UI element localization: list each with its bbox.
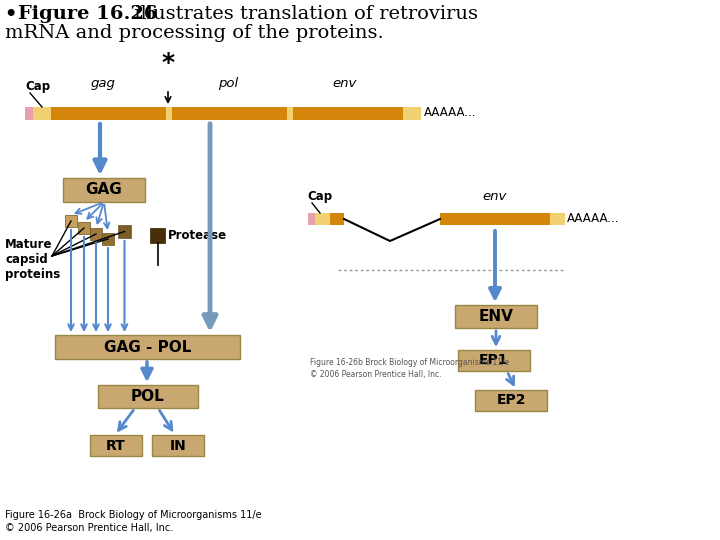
Bar xyxy=(90,435,142,456)
Text: illustrates translation of retrovirus: illustrates translation of retrovirus xyxy=(128,5,478,23)
Bar xyxy=(440,213,550,225)
Bar xyxy=(150,228,165,243)
Text: env: env xyxy=(333,77,357,90)
Text: gag: gag xyxy=(91,77,115,90)
Bar xyxy=(172,107,287,120)
Bar xyxy=(55,335,240,359)
Text: Cap: Cap xyxy=(25,80,50,93)
Bar xyxy=(63,178,145,202)
Text: RT: RT xyxy=(106,438,126,453)
Bar xyxy=(51,107,166,120)
Text: mRNA and processing of the proteins.: mRNA and processing of the proteins. xyxy=(5,24,384,42)
Bar xyxy=(293,107,403,120)
Text: Figure 16-26a  Brock Biology of Microorganisms 11/e
© 2006 Pearson Prentice Hall: Figure 16-26a Brock Biology of Microorga… xyxy=(5,510,261,533)
Bar xyxy=(90,228,102,240)
Text: IN: IN xyxy=(170,438,186,453)
Bar xyxy=(152,435,204,456)
Text: Figure 16.26: Figure 16.26 xyxy=(18,5,158,23)
Text: AAAAA...: AAAAA... xyxy=(567,213,619,226)
Bar xyxy=(98,385,198,408)
Text: Protease: Protease xyxy=(168,229,227,242)
Bar xyxy=(455,305,537,328)
Bar xyxy=(65,215,77,227)
Text: GAG: GAG xyxy=(86,183,122,198)
Bar xyxy=(287,107,293,120)
Bar xyxy=(315,213,330,225)
Text: Cap: Cap xyxy=(307,190,332,203)
Bar xyxy=(550,213,565,225)
Text: EP2: EP2 xyxy=(496,394,526,408)
Bar xyxy=(403,107,421,120)
Text: Figure 16-26b Brock Biology of Microorganisms 11/e
© 2006 Pearson Prentice Hall,: Figure 16-26b Brock Biology of Microorga… xyxy=(310,358,509,379)
Bar xyxy=(166,107,172,120)
Bar xyxy=(118,225,131,238)
Text: GAG - POL: GAG - POL xyxy=(104,340,192,354)
Text: Mature
capsid
proteins: Mature capsid proteins xyxy=(5,238,60,281)
Text: pol: pol xyxy=(218,77,238,90)
Text: ENV: ENV xyxy=(479,309,513,324)
Text: env: env xyxy=(483,190,507,203)
Bar xyxy=(33,107,51,120)
Bar xyxy=(475,390,547,411)
Text: •: • xyxy=(5,5,24,24)
Bar xyxy=(25,107,33,120)
Bar xyxy=(458,350,530,371)
Text: EP1: EP1 xyxy=(480,354,509,368)
Text: POL: POL xyxy=(131,389,165,404)
Bar xyxy=(78,222,90,234)
Bar xyxy=(308,213,315,225)
Text: *: * xyxy=(161,51,174,75)
Bar xyxy=(102,233,114,245)
Bar xyxy=(330,213,344,225)
Text: AAAAA...: AAAAA... xyxy=(424,106,477,119)
